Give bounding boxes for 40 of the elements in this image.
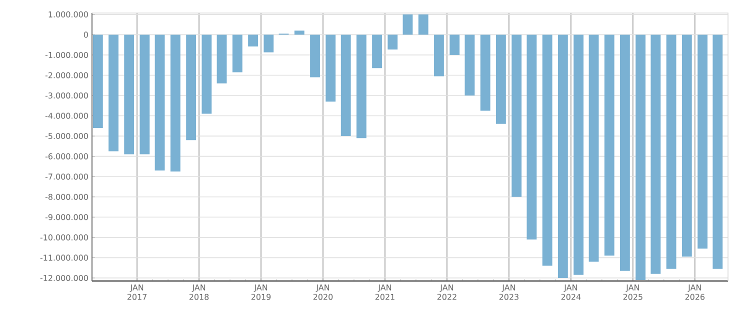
bar [604, 34, 614, 256]
bar [186, 34, 196, 140]
bar [326, 34, 336, 102]
bar [388, 34, 398, 50]
bar [372, 34, 382, 68]
bar [682, 34, 692, 257]
bar [712, 34, 723, 269]
bar [450, 34, 460, 55]
bar [232, 34, 242, 72]
bar [480, 34, 490, 111]
bar [464, 34, 475, 96]
bar [666, 34, 676, 269]
bar [92, 34, 103, 128]
bar [264, 34, 274, 52]
bar [698, 34, 708, 249]
bar [108, 34, 118, 152]
bar [558, 34, 568, 278]
bar [248, 34, 258, 46]
bar [496, 34, 506, 124]
bar [402, 14, 413, 35]
bar [650, 34, 661, 274]
bar [294, 30, 304, 35]
bar [170, 34, 180, 172]
bar [124, 34, 134, 154]
bar [574, 34, 584, 275]
bar [512, 34, 522, 197]
bar [202, 34, 212, 114]
bar [526, 34, 537, 240]
bar [434, 34, 444, 76]
bar [216, 34, 227, 84]
bar [620, 34, 630, 271]
bar [356, 34, 366, 138]
bar [542, 34, 552, 266]
bar [418, 14, 428, 35]
bar [154, 34, 165, 171]
bar [588, 34, 599, 262]
bar [636, 34, 646, 280]
bar [140, 34, 150, 154]
bar [340, 34, 351, 136]
bar [310, 34, 320, 78]
